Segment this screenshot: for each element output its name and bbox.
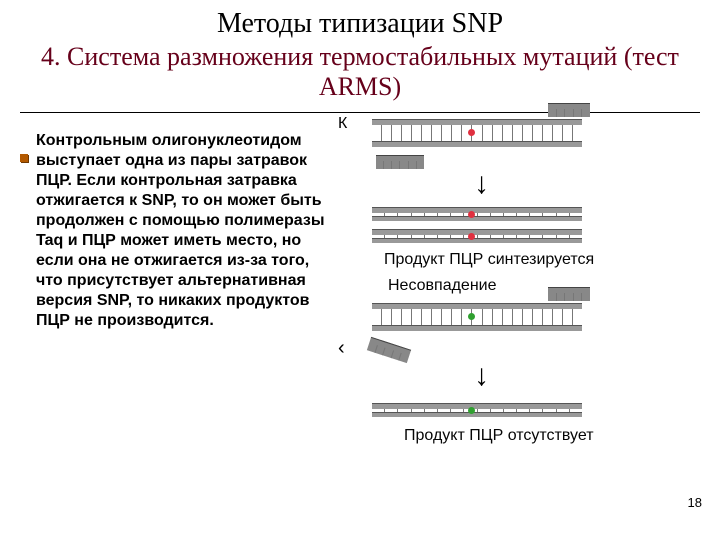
primer-top-right <box>548 103 590 117</box>
snp-dot-match <box>468 129 475 136</box>
dna-strand-mismatch <box>372 303 582 331</box>
dna-strand-product1 <box>372 207 582 221</box>
dna-strand-top-match <box>372 119 582 147</box>
title-main: Методы типизации SNP <box>20 8 700 40</box>
primer-mismatch-right <box>548 287 590 301</box>
primer-mismatch-left <box>367 337 411 363</box>
dna-strand-product2 <box>372 229 582 243</box>
snp-dot-mismatch <box>468 313 475 320</box>
snp-dot-p2 <box>468 233 475 240</box>
title-sub: 4. Система размножения термостабильных м… <box>20 42 700 102</box>
caption-matched: Продукт ПЦР синтезируется <box>384 251 594 269</box>
caption-absent: Продукт ПЦР отсутствует <box>404 427 594 445</box>
body-text: Контрольным олигонуклеотидом выступает о… <box>36 131 336 331</box>
dna-strand-absent <box>372 403 582 417</box>
primer-top-left <box>376 155 424 169</box>
caption-mismatch: Несовпадение <box>388 277 497 295</box>
snp-dot-p1 <box>468 211 475 218</box>
bullet-icon <box>20 154 28 162</box>
arrow-bottom: ↓ <box>474 359 489 393</box>
page-number: 18 <box>688 495 702 510</box>
bracket-label: ‹ <box>338 337 345 360</box>
diagram: К ↓ <box>344 131 684 331</box>
snp-dot-absent <box>468 407 475 414</box>
k-label: К <box>338 115 347 133</box>
arrow-top: ↓ <box>474 167 489 201</box>
